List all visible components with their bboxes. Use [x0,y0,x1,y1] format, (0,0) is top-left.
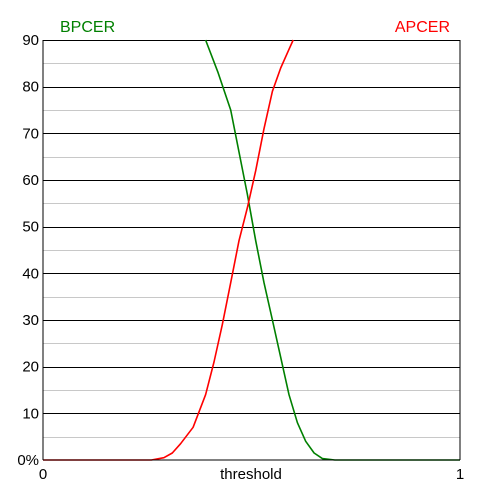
series-lines [43,39,460,461]
y-tick-label: 10 [22,405,39,422]
y-tick-label: 80 [22,79,39,96]
x-tick-label: 1 [456,466,464,483]
y-tick-label: 0% [17,452,39,469]
y-tick-label: 90 [22,32,39,49]
tick-labels: 0% 10 20 30 40 50 60 70 80 90 0 1 [17,32,464,483]
y-tick-label: 50 [22,219,39,236]
y-tick-label: 20 [22,359,39,376]
x-axis-label: threshold [220,466,282,483]
legend-apcer: APCER [395,19,450,36]
y-tick-label: 30 [22,312,39,329]
series-line-apcer [43,39,294,461]
y-tick-label: 40 [22,265,39,282]
y-tick-label: 60 [22,172,39,189]
series-line-bpcer [204,39,460,461]
axes [42,40,461,461]
grid-lines [43,40,460,438]
legend-bpcer: BPCER [60,19,115,36]
y-tick-label: 70 [22,125,39,142]
x-tick-label: 0 [39,466,47,483]
